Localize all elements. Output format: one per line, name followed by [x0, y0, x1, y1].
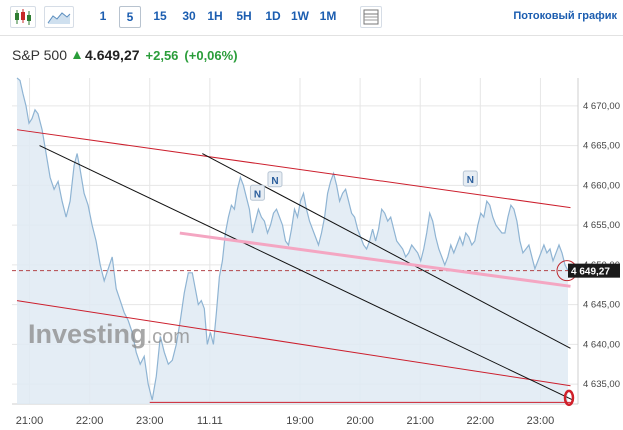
chart-toolbar: 1 5 15 30 1H 5H 1D 1W 1M Потоковый график: [0, 0, 623, 36]
x-tick-label: 11.11: [197, 415, 223, 427]
price-change-percent: (+0,06%): [184, 48, 238, 63]
last-price-tag: [568, 263, 620, 278]
table-view-icon[interactable]: [360, 6, 382, 28]
y-tick-label: 4 660,00: [583, 180, 620, 191]
news-marker-box: [267, 171, 283, 188]
news-marker-box: [462, 170, 478, 187]
news-marker-box: [249, 184, 265, 201]
timeframe-1m[interactable]: 1M: [319, 9, 337, 23]
price-area-fill: [17, 78, 568, 404]
streaming-chart-link[interactable]: Потоковый график: [513, 10, 617, 22]
last-price: 4.649,27: [85, 47, 140, 63]
y-tick-label: 4 665,00: [583, 141, 620, 152]
trendline-channel-1: [16, 300, 571, 387]
trendline-regression-5: [179, 231, 571, 288]
timeframe-1h[interactable]: 1H: [207, 9, 223, 23]
x-tick-label: 22:00: [76, 415, 104, 427]
up-arrow-icon: [73, 51, 82, 59]
x-tick-label: 21:00: [16, 415, 44, 427]
timeframe-5[interactable]: 5: [119, 6, 141, 28]
news-marker-label: N: [254, 189, 261, 200]
price-line: [16, 77, 569, 401]
x-tick-label: 19:00: [286, 415, 314, 427]
x-tick-label: 21:00: [406, 415, 434, 427]
last-price-tag-label: 4 649,27: [571, 267, 610, 278]
news-marker-2[interactable]: N: [462, 170, 478, 187]
x-tick-label: 23:00: [136, 415, 164, 427]
instrument-name: S&P 500: [12, 47, 68, 63]
trendline-diagonal-3: [39, 145, 574, 401]
area-chart-icon[interactable]: [44, 6, 74, 28]
timeframe-1d[interactable]: 1D: [265, 9, 281, 23]
watermark-logo: Investing.com: [28, 319, 190, 349]
price-change: +2,56: [145, 48, 179, 63]
y-tick-label: 4 670,00: [583, 101, 620, 112]
x-tick-label: 20:00: [346, 415, 374, 427]
timeframe-5h[interactable]: 5H: [236, 9, 252, 23]
news-marker-label: N: [271, 176, 278, 187]
timeframe-15[interactable]: 15: [153, 9, 167, 23]
x-tick-label: 22:00: [467, 415, 495, 427]
news-marker-label: N: [467, 175, 474, 186]
y-tick-label: 4 635,00: [583, 379, 620, 390]
y-tick-label: 4 645,00: [583, 300, 620, 311]
quote-header: S&P 500 4.649,27 +2,56 (+0,06%): [12, 47, 238, 63]
y-tick-label: 4 640,00: [583, 339, 620, 350]
news-marker-1[interactable]: N: [267, 171, 283, 188]
timeframe-1w[interactable]: 1W: [291, 9, 309, 23]
trendline-channel-0: [16, 129, 571, 209]
end-marker-ellipse: [563, 389, 575, 407]
x-tick-label: 23:00: [527, 415, 555, 427]
news-marker-0[interactable]: N: [249, 184, 265, 201]
y-tick-label: 4 655,00: [583, 220, 620, 231]
candlestick-chart-icon[interactable]: [10, 6, 36, 28]
timeframe-1[interactable]: 1: [99, 9, 107, 23]
timeframe-30[interactable]: 30: [182, 9, 196, 23]
